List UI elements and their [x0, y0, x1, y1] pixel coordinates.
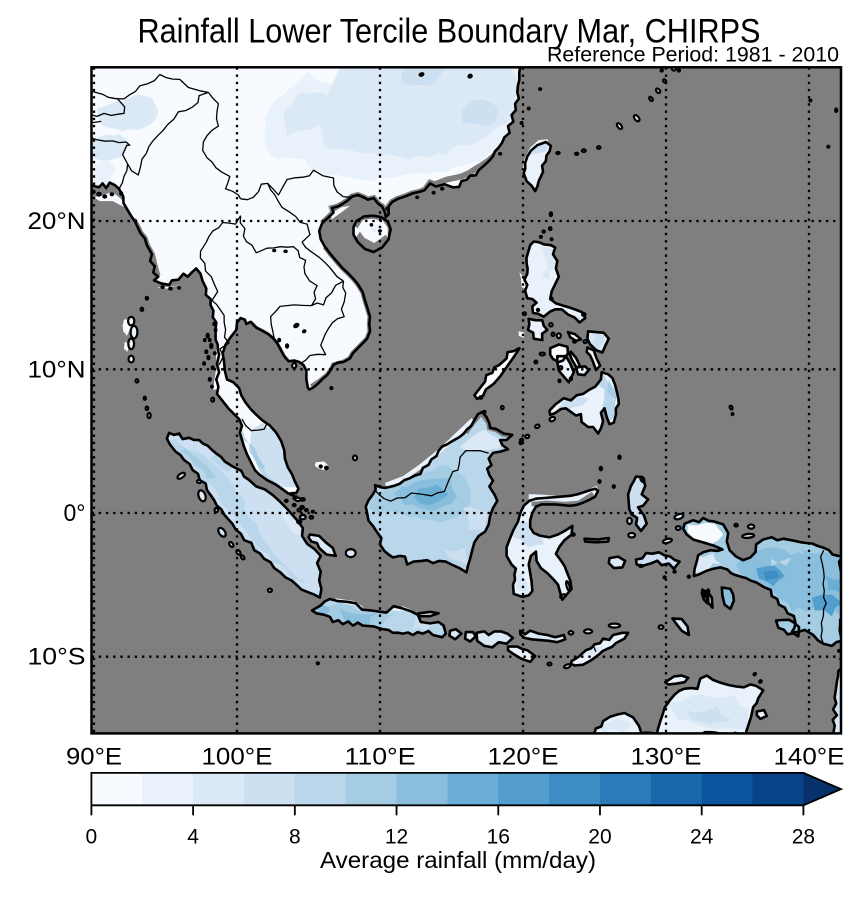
svg-text:24: 24: [690, 825, 714, 848]
svg-text:110°E: 110°E: [345, 743, 416, 770]
svg-text:Reference Period: 1981 - 2010: Reference Period: 1981 - 2010: [547, 43, 839, 67]
svg-text:100°E: 100°E: [202, 743, 273, 770]
svg-text:Average rainfall (mm/day): Average rainfall (mm/day): [320, 847, 596, 873]
svg-text:8: 8: [289, 825, 301, 848]
svg-text:4: 4: [187, 825, 199, 848]
svg-text:10°N: 10°N: [28, 356, 86, 383]
svg-text:130°E: 130°E: [631, 743, 702, 770]
svg-text:Rainfall Lower Tercile Boundar: Rainfall Lower Tercile Boundary Mar, CHI…: [138, 12, 761, 50]
svg-text:120°E: 120°E: [488, 743, 559, 770]
svg-text:0°: 0°: [64, 500, 86, 527]
svg-text:16: 16: [487, 825, 510, 848]
svg-text:90°E: 90°E: [66, 743, 122, 770]
svg-text:10°S: 10°S: [28, 644, 86, 671]
svg-text:140°E: 140°E: [774, 743, 845, 770]
svg-text:20: 20: [588, 825, 611, 848]
svg-text:28: 28: [792, 825, 815, 848]
svg-text:12: 12: [385, 825, 408, 848]
svg-text:0: 0: [86, 825, 98, 848]
svg-text:20°N: 20°N: [28, 208, 86, 235]
